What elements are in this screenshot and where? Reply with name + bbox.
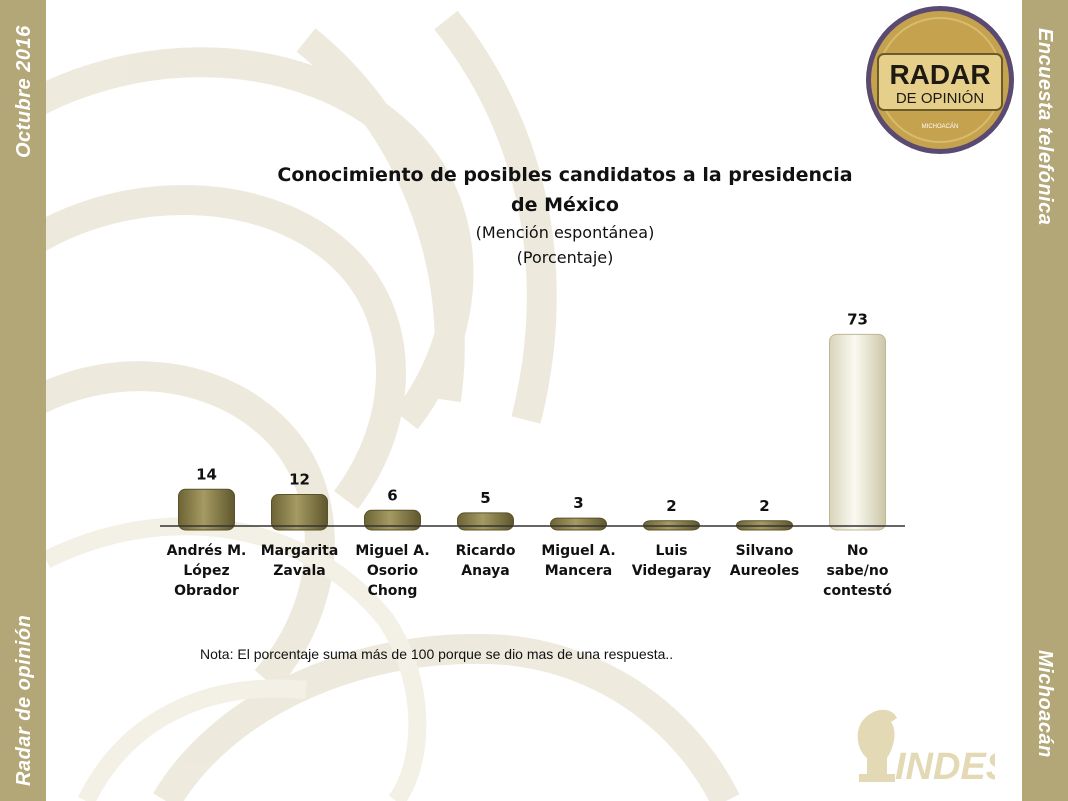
chart-title: Conocimiento de posibles candidatos a la… (277, 164, 853, 216)
category-label-line: contestó (823, 583, 892, 599)
left-sidebar: Octubre 2016 Radar de opinión (0, 0, 46, 801)
category-label: Luis Videgaray (622, 541, 722, 581)
value-label: 6 (387, 486, 397, 504)
right-sidebar: Encuesta telefónica Michoacán (1022, 0, 1068, 801)
category-label: Miguel A. Mancera (529, 541, 629, 581)
value-label: 12 (289, 471, 310, 489)
logo-line3: MICHOACÁN (922, 123, 959, 130)
value-label: 73 (847, 310, 868, 328)
value-label: 5 (480, 489, 490, 507)
category-label-line: sabe/no (826, 563, 889, 579)
category-label-line: Zavala (273, 563, 326, 579)
category-label: Andrés M. López Obrador (157, 541, 257, 601)
value-labels-group: 14 12 6 5 3 2 2 73 (196, 310, 868, 514)
category-label-line: Miguel A. (541, 543, 616, 559)
bar (364, 509, 421, 531)
chart-title-block: Conocimiento de posibles candidatos a la… (270, 160, 860, 270)
category-label-line: Ricardo (455, 543, 516, 559)
category-label: No sabe/no contestó (808, 541, 908, 601)
bars-group (178, 333, 886, 531)
chart-subtitle-2: (Porcentaje) (516, 248, 614, 267)
value-label: 3 (573, 494, 583, 512)
category-label-line: Chong (367, 583, 418, 599)
category-label-line: No (846, 543, 869, 559)
category-label-line: López (183, 563, 230, 579)
logo-line1: RADAR (889, 59, 990, 90)
category-label: Margarita Zavala (250, 541, 350, 581)
indes-wordmark: INDES (895, 746, 995, 785)
radar-logo: RADAR DE OPINIÓN MICHOACÁN (866, 6, 1014, 154)
category-label-line: Obrador (174, 583, 239, 599)
value-label: 2 (759, 497, 769, 515)
bar (550, 517, 607, 531)
category-label: Miguel A. Osorio Chong (343, 541, 443, 601)
category-label: Ricardo Anaya (436, 541, 536, 581)
value-label: 14 (196, 465, 217, 483)
category-label-line: Miguel A. (355, 543, 430, 559)
category-label-line: Mancera (544, 563, 613, 579)
chart-subtitle-1: (Mención espontánea) (475, 223, 655, 242)
category-label-line: Luis (655, 543, 688, 559)
bar (178, 488, 235, 531)
bar (271, 494, 328, 531)
category-label-line: Silvano (735, 543, 794, 559)
footnote: Nota: El porcentaje suma más de 100 porq… (200, 646, 674, 662)
category-label: Silvano Aureoles (715, 541, 815, 581)
value-label: 2 (666, 497, 676, 515)
indes-logo: INDES (857, 709, 995, 785)
logo-line2: DE OPINIÓN (896, 90, 984, 107)
category-label-line: Videgaray (631, 563, 712, 579)
bar (829, 333, 886, 531)
category-label-line: Osorio (366, 563, 419, 579)
category-label-line: Margarita (260, 543, 339, 559)
bar (457, 512, 514, 531)
category-label-line: Andrés M. (166, 543, 247, 559)
category-label-line: Aureoles (729, 563, 800, 579)
background-swirl (46, 10, 740, 801)
category-label-line: Anaya (461, 563, 510, 579)
